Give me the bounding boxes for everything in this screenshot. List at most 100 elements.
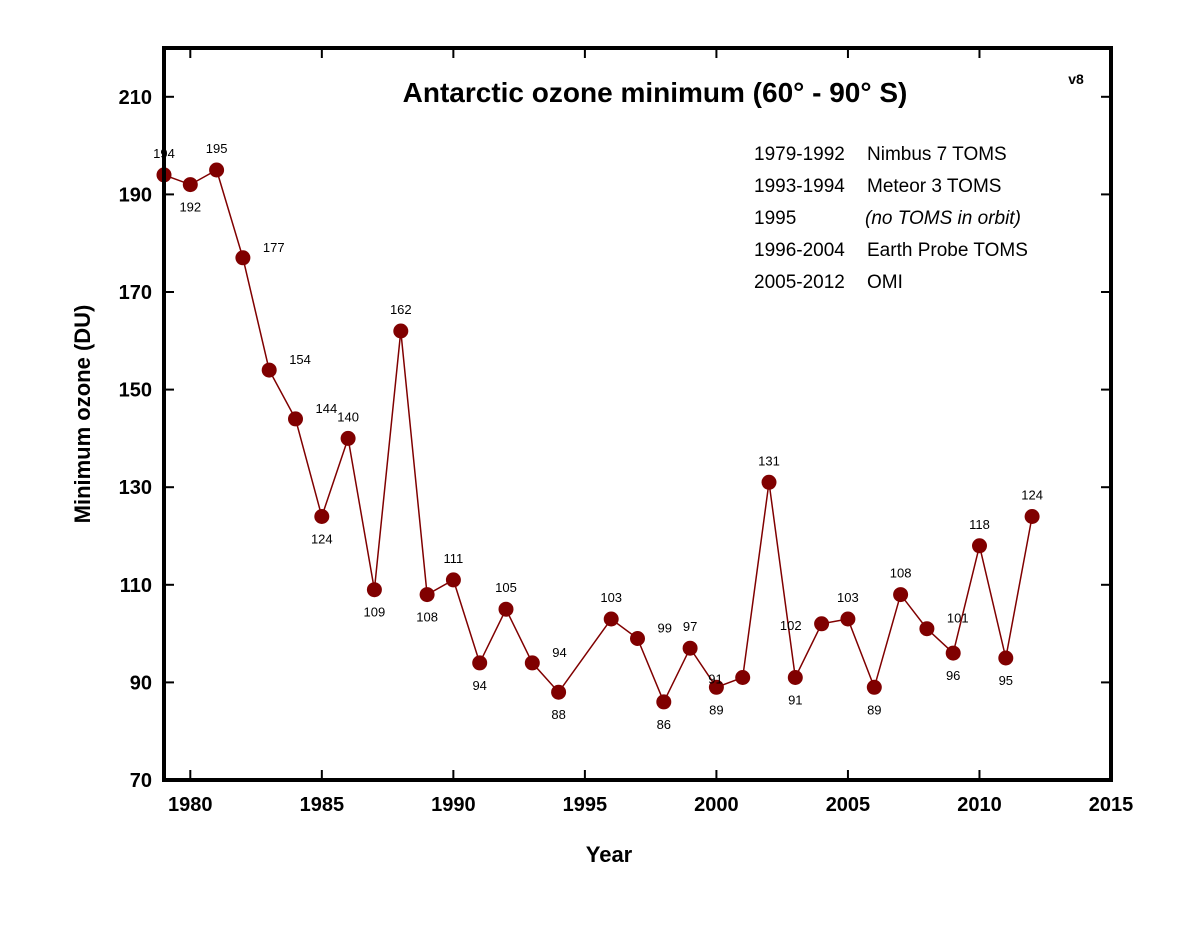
x-tick-label: 1995: [563, 794, 608, 816]
data-label: 91: [788, 693, 802, 708]
legend-years: 2005-2012: [754, 272, 845, 293]
data-point: [498, 601, 514, 617]
chart-title: Antarctic ozone minimum (60° - 90° S): [403, 77, 908, 108]
data-point: [314, 509, 330, 524]
data-point: [682, 640, 698, 656]
data-point: [656, 694, 672, 710]
legend: 1979-1992 Nimbus 7 TOMS 1993-1994 Meteor…: [754, 144, 1028, 293]
data-point: [366, 582, 382, 598]
legend-years: 1995: [754, 208, 796, 229]
data-label: 124: [1021, 488, 1043, 503]
data-label: 103: [837, 590, 859, 605]
x-tick-label: 2005: [826, 794, 871, 816]
data-label: 91: [708, 672, 722, 687]
legend-instrument: Earth Probe TOMS: [867, 240, 1028, 261]
legend-instrument: Meteor 3 TOMS: [867, 176, 1001, 197]
data-point: [708, 679, 724, 695]
y-tick-label: 130: [119, 477, 152, 499]
data-label: 89: [709, 702, 723, 717]
data-label: 86: [657, 717, 671, 732]
data-label: 89: [867, 702, 881, 717]
data-point: [893, 587, 909, 603]
data-label: 144: [316, 401, 338, 416]
y-tick-label: 190: [119, 184, 152, 206]
data-label: 105: [495, 580, 517, 595]
series-layer: [156, 162, 1040, 710]
x-tick-label: 1980: [168, 794, 213, 816]
legend-years: 1979-1992: [754, 144, 845, 165]
data-point: [866, 679, 882, 695]
data-label: 97: [683, 619, 697, 634]
data-point: [261, 362, 277, 378]
data-point: [340, 430, 356, 446]
data-label: 118: [969, 517, 990, 532]
data-label: 111: [444, 551, 464, 566]
data-label: 108: [416, 610, 438, 625]
x-tick-label: 2015: [1089, 794, 1134, 816]
data-point: [919, 621, 935, 637]
legend-years: 1993-1994: [754, 176, 845, 197]
data-point: [761, 474, 777, 490]
x-axis-title: Year: [586, 842, 633, 867]
data-label: 103: [600, 590, 622, 605]
data-point: [209, 162, 225, 178]
data-point: [472, 655, 488, 671]
data-label: 94: [552, 645, 566, 660]
y-tick-label: 70: [130, 770, 152, 792]
data-point: [419, 587, 435, 603]
data-label: 108: [890, 566, 912, 581]
y-tick-label: 210: [119, 87, 152, 109]
data-point: [393, 323, 409, 339]
y-tick-label: 110: [120, 575, 152, 597]
data-label: 192: [179, 200, 201, 215]
data-point: [998, 650, 1014, 666]
data-label: 124: [311, 532, 333, 547]
data-point: [630, 631, 645, 646]
data-label: 109: [364, 605, 386, 620]
data-label: 99: [658, 621, 672, 636]
data-point: [972, 538, 987, 554]
data-label: 101: [947, 611, 969, 626]
x-tick-label: 1985: [300, 794, 345, 816]
data-label: 154: [289, 352, 311, 367]
data-point: [288, 411, 303, 427]
x-tick-label: 1990: [431, 794, 476, 816]
data-point: [1024, 509, 1040, 524]
y-tick-label: 170: [119, 282, 152, 304]
data-point: [787, 670, 803, 685]
data-label: 94: [472, 678, 486, 693]
y-axis-title: Minimum ozone (DU): [70, 305, 95, 524]
data-point: [235, 250, 251, 266]
legend-years: 1996-2004: [754, 240, 845, 261]
x-tick-label: 2010: [957, 794, 1002, 816]
data-label: 88: [551, 707, 565, 722]
legend-instrument: OMI: [867, 272, 903, 293]
data-point: [445, 572, 461, 588]
plot-frame: [162, 46, 1113, 782]
data-label: 96: [946, 668, 960, 683]
data-point: [945, 645, 961, 661]
data-point: [840, 611, 856, 627]
version-tag: v8: [1068, 71, 1084, 87]
data-point: [182, 177, 198, 193]
data-labels: 1941921951771541441241401091621081119410…: [153, 141, 1043, 732]
data-point: [814, 616, 830, 632]
data-point: [603, 611, 619, 627]
data-label: 95: [999, 673, 1013, 688]
data-label: 177: [263, 240, 285, 255]
data-label: 131: [758, 453, 780, 468]
data-label: 195: [206, 141, 228, 156]
data-point: [551, 684, 567, 700]
y-tick-label: 90: [130, 672, 152, 694]
data-label: 162: [390, 302, 412, 317]
data-point: [524, 655, 540, 671]
data-label: 140: [337, 409, 359, 424]
legend-instrument: (no TOMS in orbit): [865, 208, 1021, 229]
axes: 1980 1985 1990 1995 2000 2005 2010 2015 70 90 110 1…: [119, 48, 1134, 816]
y-tick-label: 150: [119, 380, 152, 402]
legend-instrument: Nimbus 7 TOMS: [867, 144, 1007, 165]
data-label: 102: [780, 618, 802, 633]
data-point: [735, 670, 751, 685]
